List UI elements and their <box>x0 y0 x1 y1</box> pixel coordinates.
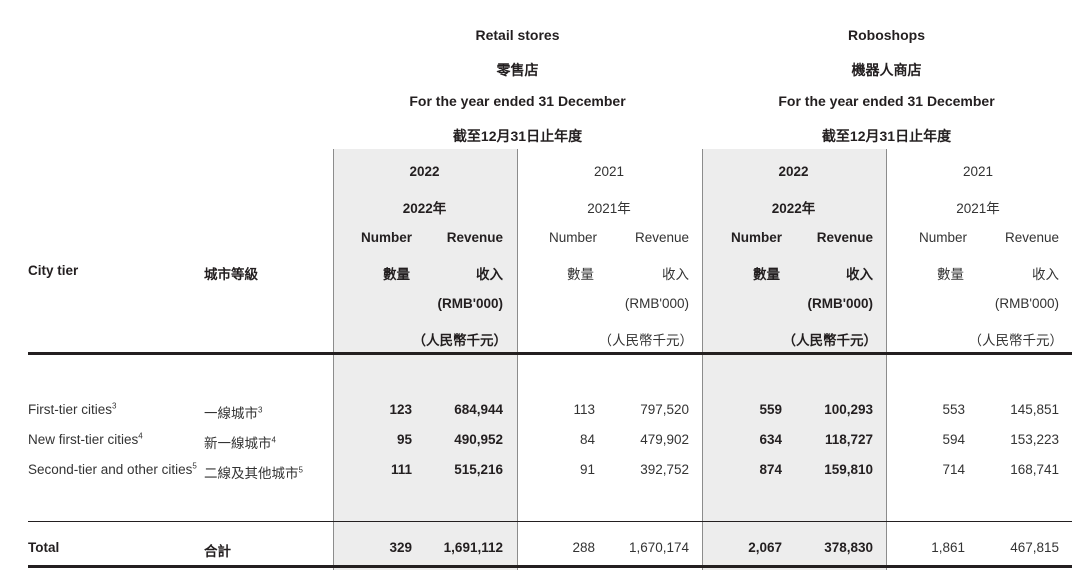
cell-robo-num-2022: 559 <box>759 402 782 417</box>
col-revenue-zh: 收入 <box>476 267 503 282</box>
footnote-marker: 3 <box>258 405 263 415</box>
retail-year-2022: 2022 <box>409 164 440 179</box>
col-revenue: Revenue <box>446 230 503 245</box>
footnote-marker: 4 <box>271 435 276 445</box>
cell-retail-num-2022: 123 <box>389 402 412 417</box>
col-unit-zh: （人民幣千元） <box>412 333 508 348</box>
col-unit: (RMB'000) <box>807 296 873 311</box>
retail-year-2021-zh: 2021年 <box>587 201 631 216</box>
robo-2022-column-shade <box>702 149 887 570</box>
robo-year-2022-zh: 2022年 <box>771 201 816 216</box>
col-unit-zh: （人民幣千元） <box>782 333 878 348</box>
total-robo-num-2022: 2,067 <box>748 540 782 555</box>
retail-2022-column-shade <box>333 149 518 570</box>
total-retail-rev-2021: 1,670,174 <box>628 540 689 555</box>
row-label-en-text: New first-tier cities <box>28 432 139 447</box>
col-number: Number <box>548 230 597 245</box>
retail-period-zh: 截至12月31日止年度 <box>452 128 583 144</box>
col-revenue: Revenue <box>1004 230 1059 245</box>
cell-retail-num-2022: 111 <box>390 462 412 477</box>
col-number-zh: 數量 <box>937 267 964 282</box>
robo-period-en: For the year ended 31 December <box>778 93 995 109</box>
row-label-zh: 二線及其他城市5 <box>204 462 303 482</box>
row-label-zh: 一線城市3 <box>204 402 262 422</box>
city-tier-header: City tier <box>28 263 79 278</box>
col-unit: (RMB'000) <box>624 296 689 311</box>
total-retail-num-2022: 329 <box>389 540 412 555</box>
city-tier-header-zh: 城市等級 <box>204 267 258 282</box>
robo-year-2022: 2022 <box>778 164 809 179</box>
retail-title-zh: 零售店 <box>496 62 539 78</box>
cell-robo-rev-2022: 118,727 <box>824 432 873 447</box>
col-unit: (RMB'000) <box>437 296 503 311</box>
col-number-zh: 數量 <box>567 267 594 282</box>
cell-robo-num-2021: 594 <box>942 432 965 447</box>
retail-year-2022-zh: 2022年 <box>402 201 447 216</box>
row-label-zh-text: 二線及其他城市 <box>204 466 299 481</box>
total-label: Total <box>28 540 60 555</box>
cell-retail-num-2021: 113 <box>573 402 595 417</box>
row-label-zh-text: 新一線城市 <box>204 436 272 451</box>
row-label-en: New first-tier cities4 <box>28 432 143 447</box>
total-robo-rev-2021: 467,815 <box>1010 540 1059 555</box>
footnote-marker: 3 <box>112 401 117 411</box>
row-label-en-text: First-tier cities <box>28 402 112 417</box>
col-unit-zh: （人民幣千元） <box>968 333 1064 348</box>
cell-retail-rev-2022: 684,944 <box>454 402 503 417</box>
cell-retail-num-2021: 84 <box>579 432 595 447</box>
row-label-en-text: Second-tier and other cities <box>28 462 193 477</box>
col-number: Number <box>360 230 412 245</box>
retail-title-en: Retail stores <box>475 27 560 43</box>
retail-period-en: For the year ended 31 December <box>409 93 626 109</box>
cell-robo-num-2021: 553 <box>942 402 965 417</box>
total-label-zh: 合計 <box>204 544 231 559</box>
robo-year-2021-zh: 2021年 <box>956 201 1000 216</box>
cell-robo-num-2022: 874 <box>759 462 782 477</box>
col-revenue-zh: 收入 <box>846 267 873 282</box>
row-label-en: Second-tier and other cities5 <box>28 462 197 477</box>
cell-robo-rev-2021: 168,741 <box>1010 462 1059 477</box>
cell-robo-num-2022: 634 <box>759 432 782 447</box>
header-rule <box>28 352 1072 355</box>
col-revenue: Revenue <box>634 230 689 245</box>
col-unit: (RMB'000) <box>994 296 1059 311</box>
cell-retail-num-2022: 95 <box>396 432 412 447</box>
cell-retail-rev-2021: 797,520 <box>640 402 689 417</box>
total-bottom-rule <box>28 565 1072 568</box>
total-top-rule <box>28 521 1072 522</box>
cell-retail-rev-2021: 392,752 <box>640 462 689 477</box>
robo-period-zh: 截至12月31日止年度 <box>821 128 952 144</box>
cell-retail-rev-2022: 515,216 <box>454 462 503 477</box>
total-robo-num-2021: 1,861 <box>931 540 965 555</box>
robo-year-2021: 2021 <box>962 164 994 179</box>
row-label-en: First-tier cities3 <box>28 402 116 417</box>
col-revenue: Revenue <box>816 230 873 245</box>
total-retail-num-2021: 288 <box>572 540 595 555</box>
footnote-marker: 5 <box>298 465 303 475</box>
col-number: Number <box>918 230 967 245</box>
total-robo-rev-2022: 378,830 <box>824 540 873 555</box>
col-number-zh: 數量 <box>753 267 780 282</box>
retail-year-2021: 2021 <box>593 164 625 179</box>
row-label-zh-text: 一線城市 <box>204 406 258 421</box>
cell-robo-rev-2022: 100,293 <box>824 402 873 417</box>
robo-title-zh: 機器人商店 <box>851 62 922 78</box>
cell-robo-rev-2022: 159,810 <box>824 462 873 477</box>
cell-retail-rev-2022: 490,952 <box>454 432 503 447</box>
total-retail-rev-2022: 1,691,112 <box>443 540 503 555</box>
cell-retail-num-2021: 91 <box>579 462 595 477</box>
cell-robo-num-2021: 714 <box>942 462 965 477</box>
footnote-marker: 4 <box>138 431 143 441</box>
footnote-marker: 5 <box>192 461 197 471</box>
row-label-zh: 新一線城市4 <box>204 432 276 452</box>
col-revenue-zh: 收入 <box>1032 267 1059 282</box>
cell-robo-rev-2021: 153,223 <box>1010 432 1059 447</box>
col-unit-zh: （人民幣千元） <box>598 333 694 348</box>
col-revenue-zh: 收入 <box>662 267 689 282</box>
col-number: Number <box>730 230 782 245</box>
cell-robo-rev-2021: 145,851 <box>1010 402 1059 417</box>
col-number-zh: 數量 <box>383 267 410 282</box>
cell-retail-rev-2021: 479,902 <box>640 432 689 447</box>
robo-title-en: Roboshops <box>848 27 925 43</box>
